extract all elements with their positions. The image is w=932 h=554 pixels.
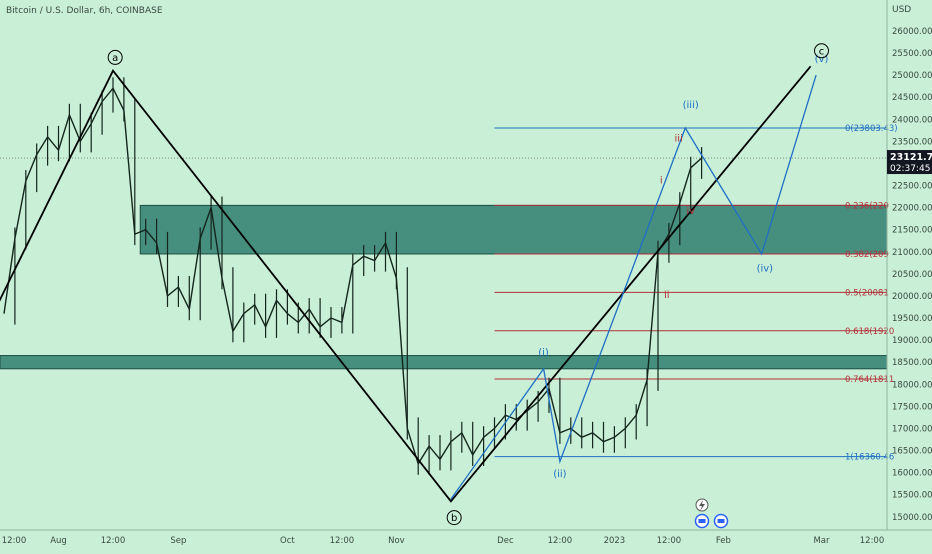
- wave-label-5: i: [660, 175, 663, 186]
- circle-marker-a: [107, 49, 123, 65]
- time-tick-7: Dec: [497, 536, 514, 546]
- time-tick-9: 2023: [604, 536, 626, 546]
- circle-label-a: a: [112, 53, 118, 64]
- last-price-value: 23121.75: [890, 152, 932, 163]
- wave-label-0: (i): [538, 348, 549, 359]
- last-price-tag: 23121.75 02:37:45: [887, 150, 932, 175]
- price-tick-19: 24500.00: [892, 93, 932, 103]
- time-tick-6: Nov: [388, 536, 405, 546]
- price-tick-5: 17500.00: [892, 402, 932, 412]
- time-tick-13: 12:00: [860, 536, 885, 546]
- zone-2: [0, 355, 888, 370]
- price-tick-2: 16000.00: [892, 469, 932, 479]
- circle-marker-b: [446, 510, 462, 526]
- price-tick-4: 17000.00: [892, 424, 932, 434]
- wave-label-4: (v): [815, 54, 829, 65]
- price-tick-6: 18000.00: [892, 380, 932, 390]
- wave-path: [450, 74, 817, 500]
- fib-label-2: 0.382(209: [845, 250, 889, 260]
- circle-marker-c: [814, 43, 829, 59]
- time-tick-11: Feb: [716, 536, 731, 546]
- time-tick-8: 12:00: [548, 536, 573, 546]
- fib-label-4: 0.618(1920: [845, 327, 894, 337]
- wave-label-1: (ii): [553, 469, 566, 480]
- price-tick-17: 23500.00: [892, 137, 932, 147]
- time-axis[interactable]: 12:00 Aug 12:00 Sep Oct 12:00 Nov Dec 12:00 2023 1…: [0, 529, 932, 546]
- wave-label-7: iii: [675, 133, 683, 144]
- price-tick-0: 15000.00: [892, 513, 932, 523]
- wave-label-6: ii: [664, 290, 670, 301]
- price-axis[interactable]: USD 15000.00 15500.00 16000.00 16500.00 1700…: [886, 0, 932, 530]
- last-price-countdown: 02:37:45: [890, 164, 930, 174]
- fib-label-0: 0(23803.43): [845, 124, 898, 134]
- time-tick-10: 12:00: [657, 536, 682, 546]
- wave-label-3: (iv): [757, 264, 774, 275]
- fib-label-3: 0.5(20081: [845, 288, 889, 298]
- time-tick-0: 12:00: [2, 536, 27, 546]
- circle-label-b: b: [451, 513, 457, 524]
- chart-title: Bitcoin / U.S. Dollar, 6h, COINBASE: [6, 6, 163, 16]
- zones-layer: [0, 204, 888, 370]
- price-tick-15: 22500.00: [892, 182, 932, 192]
- fib-label-1: 0.236(220: [845, 201, 889, 211]
- price-tick-9: 19500.00: [892, 314, 932, 324]
- currency-label: USD: [892, 5, 911, 15]
- fib-label-6: 1(16360.46: [845, 453, 894, 463]
- price-tick-20: 25000.00: [892, 71, 932, 81]
- time-tick-3: Sep: [170, 536, 186, 546]
- price-tick-3: 16500.00: [892, 447, 932, 457]
- abc-wave-layer[interactable]: [0, 65, 812, 503]
- price-tick-13: 21500.00: [892, 226, 932, 236]
- economic-event-icon[interactable]: [694, 513, 710, 529]
- price-tick-10: 20000.00: [892, 292, 932, 302]
- time-tick-4: Oct: [280, 536, 295, 546]
- abc-path: [0, 65, 812, 503]
- circle-label-c: c: [819, 46, 825, 57]
- impulse-wave-layer[interactable]: [450, 74, 817, 500]
- price-tick-7: 18500.00: [892, 358, 932, 368]
- time-tick-2: 12:00: [101, 536, 126, 546]
- price-tick-12: 21000.00: [892, 248, 932, 258]
- zone-1: [139, 204, 888, 255]
- wave-label-2: (iii): [683, 100, 699, 111]
- time-tick-1: Aug: [50, 536, 67, 546]
- fib-label-5: 0.764(1811: [845, 375, 894, 385]
- price-tick-1: 15500.00: [892, 491, 932, 501]
- price-tick-8: 19000.00: [892, 336, 932, 346]
- flash-icon[interactable]: [695, 498, 709, 512]
- price-tick-18: 24000.00: [892, 115, 932, 125]
- time-tick-5: 12:00: [330, 536, 355, 546]
- price-tick-22: 26000.00: [892, 27, 932, 37]
- wave-label-8: iv: [686, 206, 695, 217]
- price-series-layer: [3, 77, 703, 475]
- price-tick-14: 22000.00: [892, 204, 932, 214]
- time-tick-12: Mar: [813, 536, 830, 546]
- price-tick-11: 20500.00: [892, 270, 932, 280]
- price-tick-21: 25500.00: [892, 49, 932, 59]
- economic-event-icon-2[interactable]: [713, 513, 729, 529]
